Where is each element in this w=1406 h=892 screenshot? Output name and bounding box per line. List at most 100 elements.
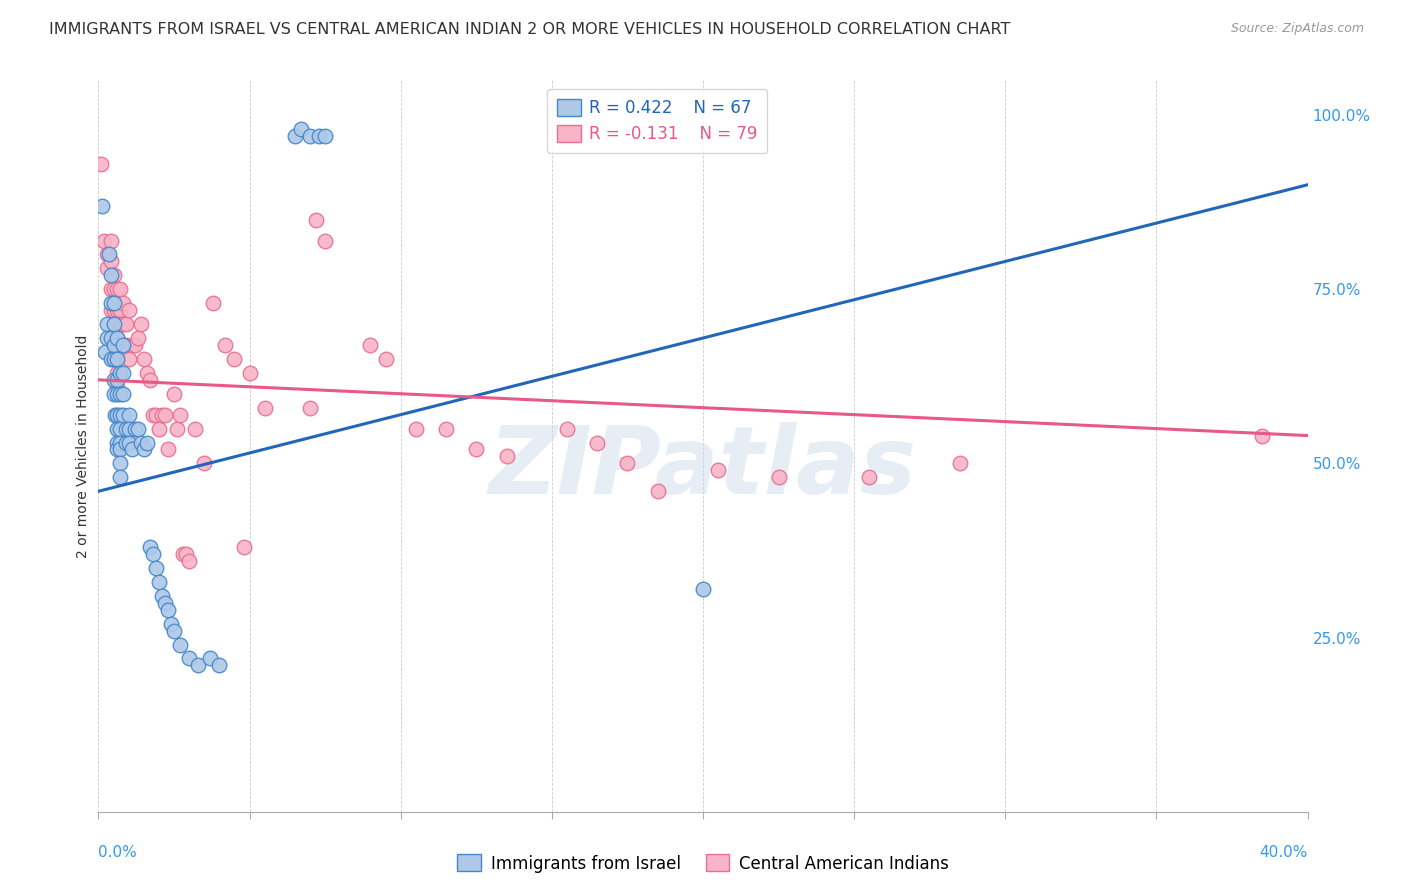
Point [253, 401, 276, 415]
Point [160, 616, 183, 631]
Point [208, 658, 231, 673]
Point [103, 303, 125, 318]
Point [100, 296, 122, 310]
Point [108, 366, 131, 380]
Point [111, 338, 134, 352]
Text: ZIPatlas: ZIPatlas [489, 422, 917, 514]
Point [100, 331, 122, 345]
Point [103, 296, 125, 310]
Point [707, 463, 730, 477]
Point [108, 435, 131, 450]
Point [118, 435, 141, 450]
Point [284, 128, 307, 143]
Point [132, 442, 155, 457]
Point [104, 408, 127, 422]
Point [124, 421, 146, 435]
Point [214, 338, 236, 352]
Point [405, 421, 427, 435]
Point [179, 554, 201, 568]
Point [174, 547, 197, 561]
Point [100, 282, 122, 296]
Point [103, 338, 125, 352]
Point [96, 331, 118, 345]
Text: IMMIGRANTS FROM ISRAEL VS CENTRAL AMERICAN INDIAN 2 OR MORE VEHICLES IN HOUSEHOL: IMMIGRANTS FROM ISRAEL VS CENTRAL AMERIC… [49, 22, 1011, 37]
Point [108, 338, 131, 352]
Point [299, 401, 322, 415]
Point [495, 450, 517, 464]
Point [163, 386, 186, 401]
Point [91, 199, 114, 213]
Point [94, 345, 117, 359]
Point [360, 338, 382, 352]
Point [314, 234, 336, 248]
Point [184, 421, 207, 435]
Point [374, 351, 396, 366]
Point [145, 561, 167, 575]
Point [103, 317, 125, 331]
Point [105, 421, 128, 435]
Point [434, 421, 457, 435]
Point [692, 582, 714, 596]
Point [169, 408, 191, 422]
Point [142, 408, 165, 422]
Point [105, 317, 128, 331]
Point [108, 442, 131, 457]
Point [179, 651, 201, 665]
Point [118, 303, 141, 318]
Point [647, 484, 669, 499]
Point [118, 421, 141, 435]
Point [103, 351, 125, 366]
Point [314, 128, 336, 143]
Point [148, 421, 170, 435]
Point [949, 457, 972, 471]
Point [232, 540, 254, 554]
Point [96, 247, 118, 261]
Point [111, 296, 134, 310]
Point [290, 122, 312, 136]
Point [103, 268, 125, 283]
Point [114, 317, 136, 331]
Point [105, 408, 128, 422]
Point [166, 421, 188, 435]
Point [111, 317, 134, 331]
Point [139, 540, 162, 554]
Point [108, 282, 131, 296]
Point [187, 658, 209, 673]
Point [111, 408, 134, 422]
Point [105, 435, 128, 450]
Text: 0.0%: 0.0% [98, 845, 138, 860]
Point [150, 589, 173, 603]
Y-axis label: 2 or more Vehicles in Household: 2 or more Vehicles in Household [76, 334, 90, 558]
Point [105, 351, 128, 366]
Point [103, 282, 125, 296]
Point [121, 442, 143, 457]
Point [114, 435, 136, 450]
Point [586, 435, 609, 450]
Legend: R = 0.422    N = 67, R = -0.131    N = 79: R = 0.422 N = 67, R = -0.131 N = 79 [547, 88, 768, 153]
Point [108, 303, 131, 318]
Point [96, 261, 118, 276]
Point [114, 338, 136, 352]
Point [108, 457, 131, 471]
Point [224, 351, 246, 366]
Point [108, 386, 131, 401]
Point [105, 373, 128, 387]
Point [172, 547, 194, 561]
Point [105, 303, 128, 318]
Point [305, 212, 328, 227]
Point [100, 234, 122, 248]
Point [105, 380, 128, 394]
Point [108, 408, 131, 422]
Point [100, 303, 122, 318]
Point [858, 470, 880, 484]
Point [103, 331, 125, 345]
Point [129, 317, 152, 331]
Point [150, 408, 173, 422]
Point [299, 128, 322, 143]
Point [129, 435, 152, 450]
Point [105, 331, 128, 345]
Point [105, 282, 128, 296]
Point [156, 603, 179, 617]
Point [202, 296, 225, 310]
Point [163, 624, 186, 638]
